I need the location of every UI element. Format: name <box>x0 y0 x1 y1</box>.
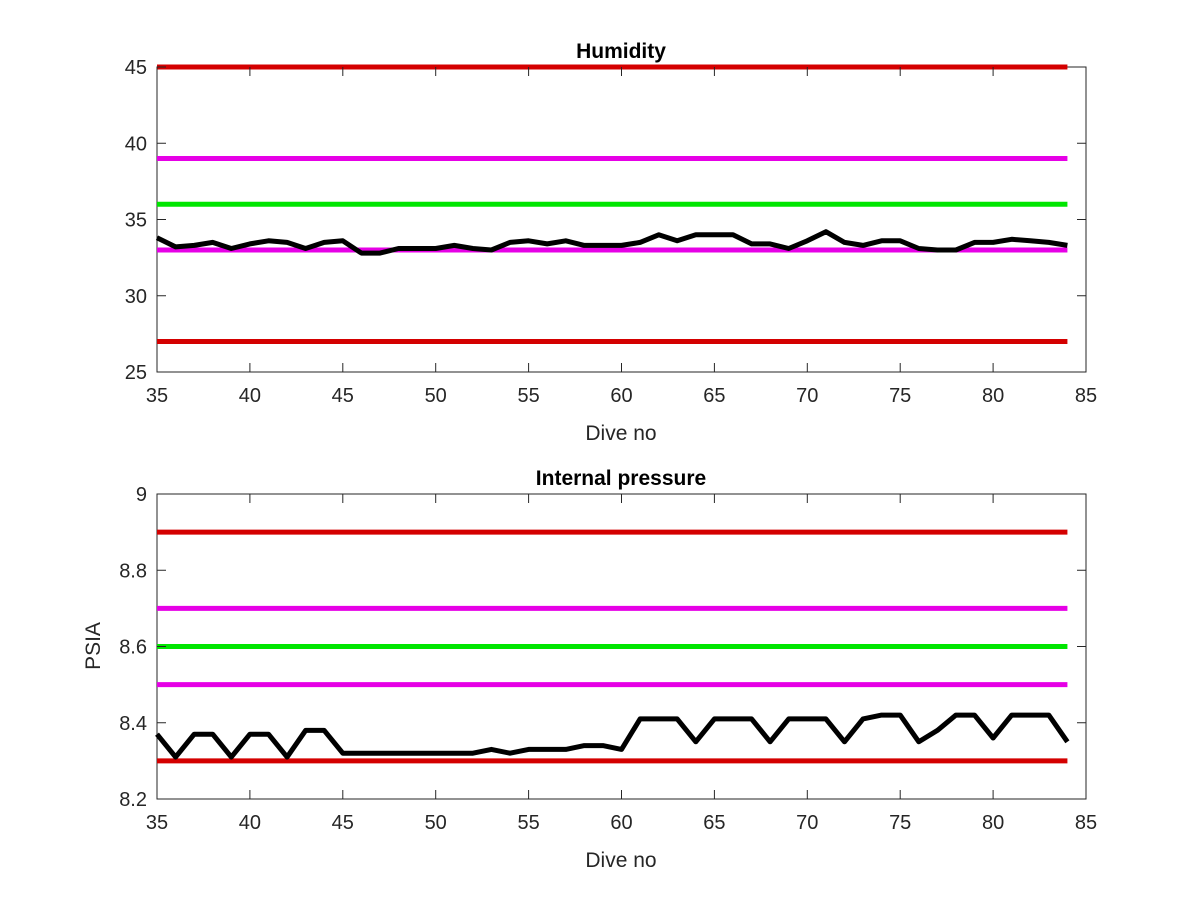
humidity-y-ticks: 25 30 35 40 45 <box>125 57 1086 384</box>
humidity-y-tick-label: 40 <box>125 133 147 155</box>
humidity-x-tick-label: 35 <box>146 385 168 407</box>
humidity-y-tick-label: 45 <box>125 57 147 79</box>
pressure-y-tick-label: 9 <box>136 484 147 506</box>
pressure-x-tick-label: 85 <box>1075 812 1097 834</box>
pressure-series <box>155 712 1070 760</box>
pressure-x-tick-label: 50 <box>425 812 447 834</box>
humidity-title: Humidity <box>576 40 666 63</box>
pressure-y-tick-label: 8.6 <box>119 637 147 659</box>
pressure-x-label: Dive no <box>585 849 656 872</box>
pressure-x-tick-label: 60 <box>610 812 632 834</box>
humidity-x-tick-label: 40 <box>239 385 261 407</box>
humidity-x-tick-label: 80 <box>982 385 1004 407</box>
humidity-x-tick-label: 75 <box>889 385 911 407</box>
pressure-series-line-0 <box>155 712 1070 760</box>
humidity-axes: 35 40 45 50 55 60 65 70 75 80 85 25 30 35 40 45 Humidi… <box>125 40 1097 445</box>
pressure-reference-lines <box>157 529 1068 764</box>
pressure-y-tick-label: 8.2 <box>119 789 147 811</box>
humidity-series-line-0 <box>155 229 1068 256</box>
pressure-x-tick-label: 40 <box>239 812 261 834</box>
pressure-title: Internal pressure <box>536 467 706 490</box>
humidity-x-tick-label: 55 <box>517 385 539 407</box>
pressure-x-tick-label: 65 <box>703 812 725 834</box>
pressure-x-tick-label: 45 <box>332 812 354 834</box>
pressure-y-tick-label: 8.4 <box>119 713 147 735</box>
humidity-y-tick-label: 35 <box>125 210 147 232</box>
pressure-y-tick-label: 8.8 <box>119 560 147 582</box>
humidity-x-ticks: 35 40 45 50 55 60 65 70 75 80 85 <box>146 67 1097 407</box>
humidity-x-tick-label: 85 <box>1075 385 1097 407</box>
humidity-x-tick-label: 60 <box>610 385 632 407</box>
pressure-y-label: PSIA <box>82 622 105 670</box>
humidity-x-tick-label: 45 <box>332 385 354 407</box>
humidity-x-tick-label: 50 <box>425 385 447 407</box>
pressure-axes: 35 40 45 50 55 60 65 70 75 80 85 8.2 8.4 8.6 8.8 9 Int… <box>82 467 1097 872</box>
humidity-x-tick-label: 65 <box>703 385 725 407</box>
humidity-plot-area <box>156 66 1087 373</box>
pressure-y-ticks: 8.2 8.4 8.6 8.8 9 <box>119 484 1086 811</box>
humidity-x-label: Dive no <box>585 422 656 445</box>
humidity-x-tick-label: 70 <box>796 385 818 407</box>
pressure-x-tick-label: 55 <box>517 812 539 834</box>
pressure-x-tick-label: 80 <box>982 812 1004 834</box>
humidity-series <box>155 229 1068 256</box>
pressure-x-ticks: 35 40 45 50 55 60 65 70 75 80 85 <box>146 494 1097 834</box>
humidity-y-tick-label: 30 <box>125 286 147 308</box>
pressure-x-tick-label: 70 <box>796 812 818 834</box>
humidity-y-tick-label: 25 <box>125 362 147 384</box>
pressure-x-tick-label: 75 <box>889 812 911 834</box>
pressure-x-tick-label: 35 <box>146 812 168 834</box>
